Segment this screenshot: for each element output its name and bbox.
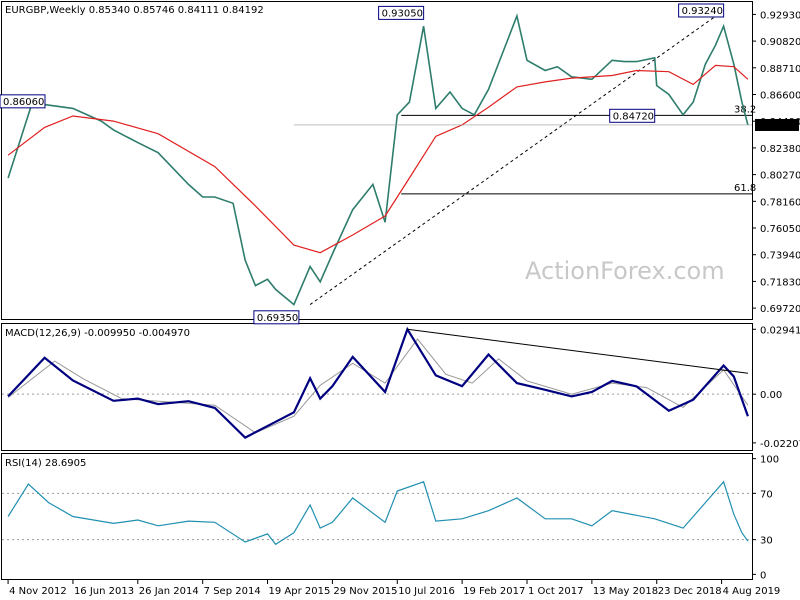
price-annotation: 0.93240 <box>678 3 725 18</box>
time-axis: 4 Nov 2012 16 Jun 2013 26 Jan 2014 7 Sep 20… <box>7 579 781 597</box>
rsi-header: RSI(14) 28.6905 <box>5 458 86 469</box>
watermark: ActionForex.com <box>525 257 725 285</box>
price-layer: 38.2 61.8 0.86060 0.69350 0.93050 0.93240 0.84… <box>0 3 799 325</box>
price-annotation-box <box>378 5 425 20</box>
price-annotation: 0.84720 <box>609 108 656 123</box>
macd-header: MACD(12,26,9) -0.009950 -0.004970 <box>5 328 190 339</box>
macd-axis: 0.029412 0.00 -0.022074 <box>752 325 800 450</box>
macd-tick-label: 0.00 <box>760 390 782 401</box>
ohlc-close: 0.84192 <box>222 5 263 16</box>
time-tick-label: 16 Jun 2013 <box>74 586 134 597</box>
rsi-tick-label: 70 <box>760 489 773 500</box>
price-series-line <box>7 13 749 306</box>
rsi-layer <box>2 480 752 546</box>
price-tick-label: 0.76050 <box>760 224 800 235</box>
price-tick-label: 0.71830 <box>760 277 800 288</box>
macd-main-line <box>7 326 749 439</box>
price-annotation-label: 0.93050 <box>382 8 423 19</box>
ohlc-low: 0.84111 <box>178 5 219 16</box>
price-header: EURGBP,Weekly 0.85340 0.85746 0.84111 0.… <box>5 5 264 16</box>
ohlc-high: 0.85746 <box>133 5 174 16</box>
time-tick-label: 10 Jul 2016 <box>398 586 455 597</box>
rsi-tick-label: 100 <box>760 455 779 466</box>
price-annotation-box <box>253 310 300 325</box>
time-tick-label: 26 Jan 2014 <box>139 586 199 597</box>
price-tick-label: 0.88710 <box>760 64 800 75</box>
timeframe-label: Weekly <box>49 5 85 16</box>
macd-tick-label: -0.022074 <box>760 439 800 450</box>
rsi-line <box>7 480 749 546</box>
ohlc-open: 0.85340 <box>89 5 130 16</box>
price-tick-label: 0.73940 <box>760 251 800 262</box>
price-tick-label: 0.86600 <box>760 91 800 102</box>
price-tick-label: 0.82380 <box>760 144 800 155</box>
moving-average-line <box>7 64 749 254</box>
price-tick-label: 0.92930 <box>760 10 800 21</box>
price-tick-label: 0.80270 <box>760 171 800 182</box>
time-tick-label: 4 Aug 2019 <box>723 586 781 597</box>
time-tick-label: 1 Oct 2017 <box>528 586 583 597</box>
fib-level-label: 61.8 <box>734 183 756 194</box>
price-annotation: 0.93050 <box>378 5 425 20</box>
price-tick-label: 0.69720 <box>760 304 800 315</box>
fib-level-label: 38.2 <box>734 104 756 115</box>
price-annotation-label: 0.93240 <box>682 6 723 17</box>
price-annotation-label: 0.69350 <box>257 313 298 324</box>
macd-trendline <box>407 328 749 374</box>
price-tick-label: 0.90820 <box>760 37 800 48</box>
price-axis: 0.929300.908200.887100.866000.844900.823… <box>752 10 800 315</box>
time-tick-label: 7 Sep 2014 <box>204 586 261 597</box>
price-annotation: 0.86060 <box>0 94 46 109</box>
time-tick-label: 19 Feb 2017 <box>463 586 525 597</box>
rsi-tick-label: 30 <box>760 536 773 547</box>
price-panel-frame <box>1 1 753 320</box>
rsi-tick-label: 0 <box>760 570 766 581</box>
time-tick-label: 23 Dec 2018 <box>658 586 722 597</box>
time-tick-label: 4 Nov 2012 <box>9 586 67 597</box>
price-tick-label: 0.78160 <box>760 197 800 208</box>
time-tick-label: 13 May 2018 <box>593 586 658 597</box>
time-tick-label: 29 Nov 2015 <box>333 586 397 597</box>
last-price-label: 0.84192 <box>758 121 799 132</box>
last-price-box <box>755 118 799 131</box>
macd-tick-label: 0.029412 <box>760 325 800 336</box>
price-annotation-label: 0.84720 <box>613 111 654 122</box>
macd-panel-frame <box>1 323 753 451</box>
time-tick-label: 19 Apr 2015 <box>269 586 331 597</box>
price-annotation-box <box>678 3 725 18</box>
price-annotation-box <box>0 94 46 109</box>
symbol-label: EURGBP <box>5 5 46 16</box>
price-annotation-label: 0.86060 <box>3 97 44 108</box>
price-annotation: 0.69350 <box>253 310 300 325</box>
rsi-axis: 100 70 30 0 <box>752 455 779 581</box>
macd-layer <box>2 326 752 439</box>
price-annotation-box <box>609 108 656 123</box>
